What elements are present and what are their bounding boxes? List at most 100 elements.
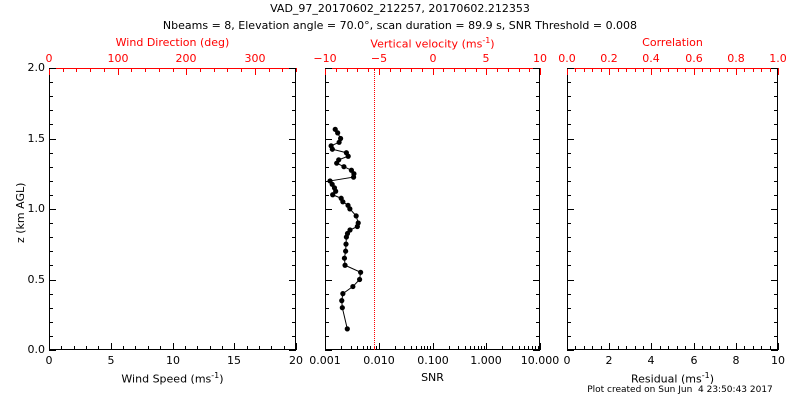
y-axis-minor-tick [49, 223, 53, 224]
top-axis-tick-label: 300 [244, 52, 266, 65]
top-axis-minor-tick [770, 68, 771, 72]
bottom-axis-major-tick [540, 343, 541, 350]
series-marker [356, 276, 363, 283]
snr-threshold-tick [374, 346, 375, 350]
y-axis-minor-tick [536, 294, 540, 295]
top-axis-major-tick [778, 68, 779, 75]
y-axis-minor-tick [536, 153, 540, 154]
top-axis-minor-tick [282, 68, 283, 72]
y-axis-minor-tick [774, 153, 778, 154]
y-axis-minor-tick [292, 251, 296, 252]
y-axis-minor-tick [49, 153, 53, 154]
bottom-axis-tick-label: 2 [605, 354, 613, 367]
bottom-axis-minor-tick [135, 346, 136, 350]
y-axis-minor-tick [774, 294, 778, 295]
top-axis-major-tick [186, 68, 187, 75]
bottom-axis-minor-tick [421, 346, 422, 350]
top-axis-major-tick [736, 68, 737, 75]
bottom-axis-minor-tick [416, 346, 417, 350]
y-axis-major-tick [289, 280, 296, 281]
top-axis-tick-label: −10 [313, 52, 337, 65]
y-axis-major-tick [567, 209, 574, 210]
bottom-axis-minor-tick [458, 346, 459, 350]
y-axis-minor-tick [774, 265, 778, 266]
y-axis-major-tick [533, 68, 540, 69]
y-axis-minor-tick [774, 181, 778, 182]
y-axis-minor-tick [536, 181, 540, 182]
bottom-axis-minor-tick [528, 346, 529, 350]
y-axis-major-tick [771, 280, 778, 281]
y-axis-major-tick [533, 350, 540, 351]
bottom-axis-minor-tick [535, 346, 536, 350]
bottom-axis-minor-tick [449, 346, 450, 350]
bottom-axis-minor-tick [635, 346, 636, 350]
bottom-axis-minor-tick [685, 346, 686, 350]
bottom-axis-tick-label: 0 [45, 354, 53, 367]
bottom-axis-minor-tick [222, 346, 223, 350]
y-axis-minor-tick [292, 265, 296, 266]
bottom-axis-minor-tick [284, 346, 285, 350]
bottom-axis-minor-tick [430, 346, 431, 350]
top-axis-minor-tick [677, 68, 678, 72]
plot-panel-correlation-residual [567, 68, 778, 350]
y-axis-minor-tick [325, 96, 329, 97]
bottom-axis-minor-tick [210, 346, 211, 350]
top-axis-minor-tick [643, 68, 644, 72]
bottom-axis-major-tick [609, 343, 610, 350]
top-axis-minor-tick [519, 68, 520, 72]
snr-threshold-line [374, 69, 375, 349]
top-axis-minor-tick [422, 68, 423, 72]
bottom-axis-minor-tick [470, 346, 471, 350]
y-axis-minor-tick [774, 82, 778, 83]
top-axis-minor-tick [592, 68, 593, 72]
series-marker [341, 255, 348, 261]
bottom-axis-minor-tick [668, 346, 669, 350]
y-axis-minor-tick [49, 82, 53, 83]
y-axis-minor-tick [774, 167, 778, 168]
y-axis-minor-tick [292, 336, 296, 337]
y-axis-minor-tick [325, 322, 329, 323]
bottom-axis-minor-tick [592, 346, 593, 350]
top-axis-tick-label: 0 [45, 52, 53, 65]
axis-label-text: Residual (ms [631, 372, 702, 386]
top-axis-minor-tick [727, 68, 728, 72]
bottom-axis-major-tick [234, 343, 235, 350]
y-axis-minor-tick [292, 195, 296, 196]
y-axis-major-tick [771, 350, 778, 351]
top-axis-minor-tick [214, 68, 215, 72]
y-axis-minor-tick [292, 124, 296, 125]
bottom-axis-tick-label: 0 [563, 354, 571, 367]
y-axis-minor-tick [536, 265, 540, 266]
y-axis-minor-tick [49, 195, 53, 196]
top-axis-major-tick [694, 68, 695, 75]
y-axis-minor-tick [567, 308, 571, 309]
top-axis-minor-tick [63, 68, 64, 72]
bottom-axis-tick-label: 20 [289, 354, 303, 367]
y-axis-minor-tick [292, 153, 296, 154]
bottom-axis-minor-tick [411, 346, 412, 350]
top-axis-tick-label: 5 [482, 52, 490, 65]
y-axis-minor-tick [325, 110, 329, 111]
top-axis-minor-tick [601, 68, 602, 72]
top-axis-major-tick [433, 68, 434, 75]
y-axis-minor-tick [49, 294, 53, 295]
bottom-axis-tick-label: 0.100 [417, 354, 449, 367]
bottom-axis-minor-tick [148, 346, 149, 350]
bottom-axis-minor-tick [524, 346, 525, 350]
bottom-axis-minor-tick [727, 346, 728, 350]
bottom-axis-tick-label: 0.001 [309, 354, 341, 367]
y-axis-minor-tick [536, 96, 540, 97]
bottom-axis-minor-tick [427, 346, 428, 350]
top-axis-minor-tick [685, 68, 686, 72]
bottom-axis-minor-tick [512, 346, 513, 350]
top-axis-minor-tick [618, 68, 619, 72]
y-axis-minor-tick [49, 322, 53, 323]
series-marker [353, 213, 359, 219]
top-axis-minor-tick [104, 68, 105, 72]
bottom-axis-minor-tick [424, 346, 425, 350]
y-axis-tick-label: 2.0 [27, 61, 46, 74]
y-axis-minor-tick [567, 336, 571, 337]
series-marker [341, 164, 347, 170]
top-axis-minor-tick [497, 68, 498, 72]
top-axis-minor-tick [400, 68, 401, 72]
